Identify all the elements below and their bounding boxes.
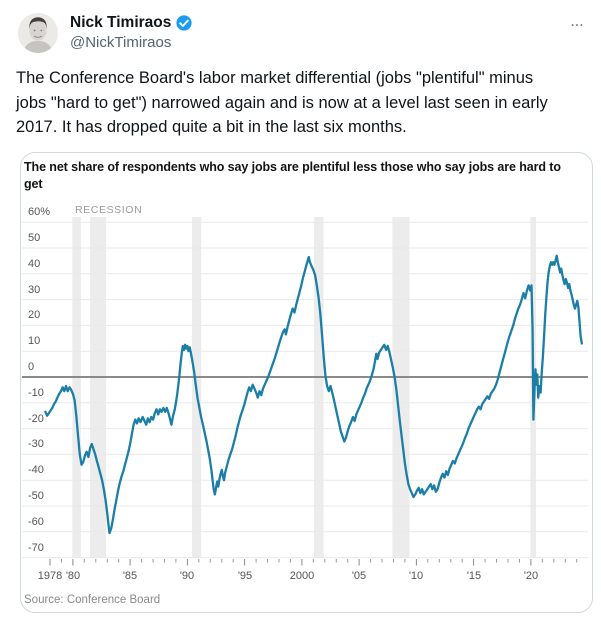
chart-title-line: get xyxy=(24,177,43,191)
display-name[interactable]: Nick Timiraos xyxy=(70,14,172,31)
chart-title-line: The net share of respondents who say job… xyxy=(24,160,561,174)
chart-title: The net share of respondents who say job… xyxy=(24,159,588,193)
portrait-photo-icon xyxy=(18,13,58,53)
handle: @NickTimiraos xyxy=(70,34,172,51)
tweet-text: The Conference Board's labor market diff… xyxy=(16,66,591,140)
recession-band xyxy=(313,217,324,558)
tweet-text-line: The Conference Board's labor market diff… xyxy=(16,69,534,87)
chart-source: Source: Conference Board xyxy=(24,594,161,606)
more-button[interactable] xyxy=(565,16,589,34)
recession-band xyxy=(72,217,81,558)
series-line xyxy=(44,254,584,535)
recession-band xyxy=(90,217,107,558)
ellipsis-icon xyxy=(571,24,583,26)
avatar[interactable] xyxy=(18,13,58,53)
tweet-text-line: jobs "hard to get") narrowed again and i… xyxy=(16,93,548,112)
tweet-text-line: 2017. It has dropped quite a bit in the … xyxy=(16,118,407,136)
verified-icon xyxy=(176,15,192,31)
